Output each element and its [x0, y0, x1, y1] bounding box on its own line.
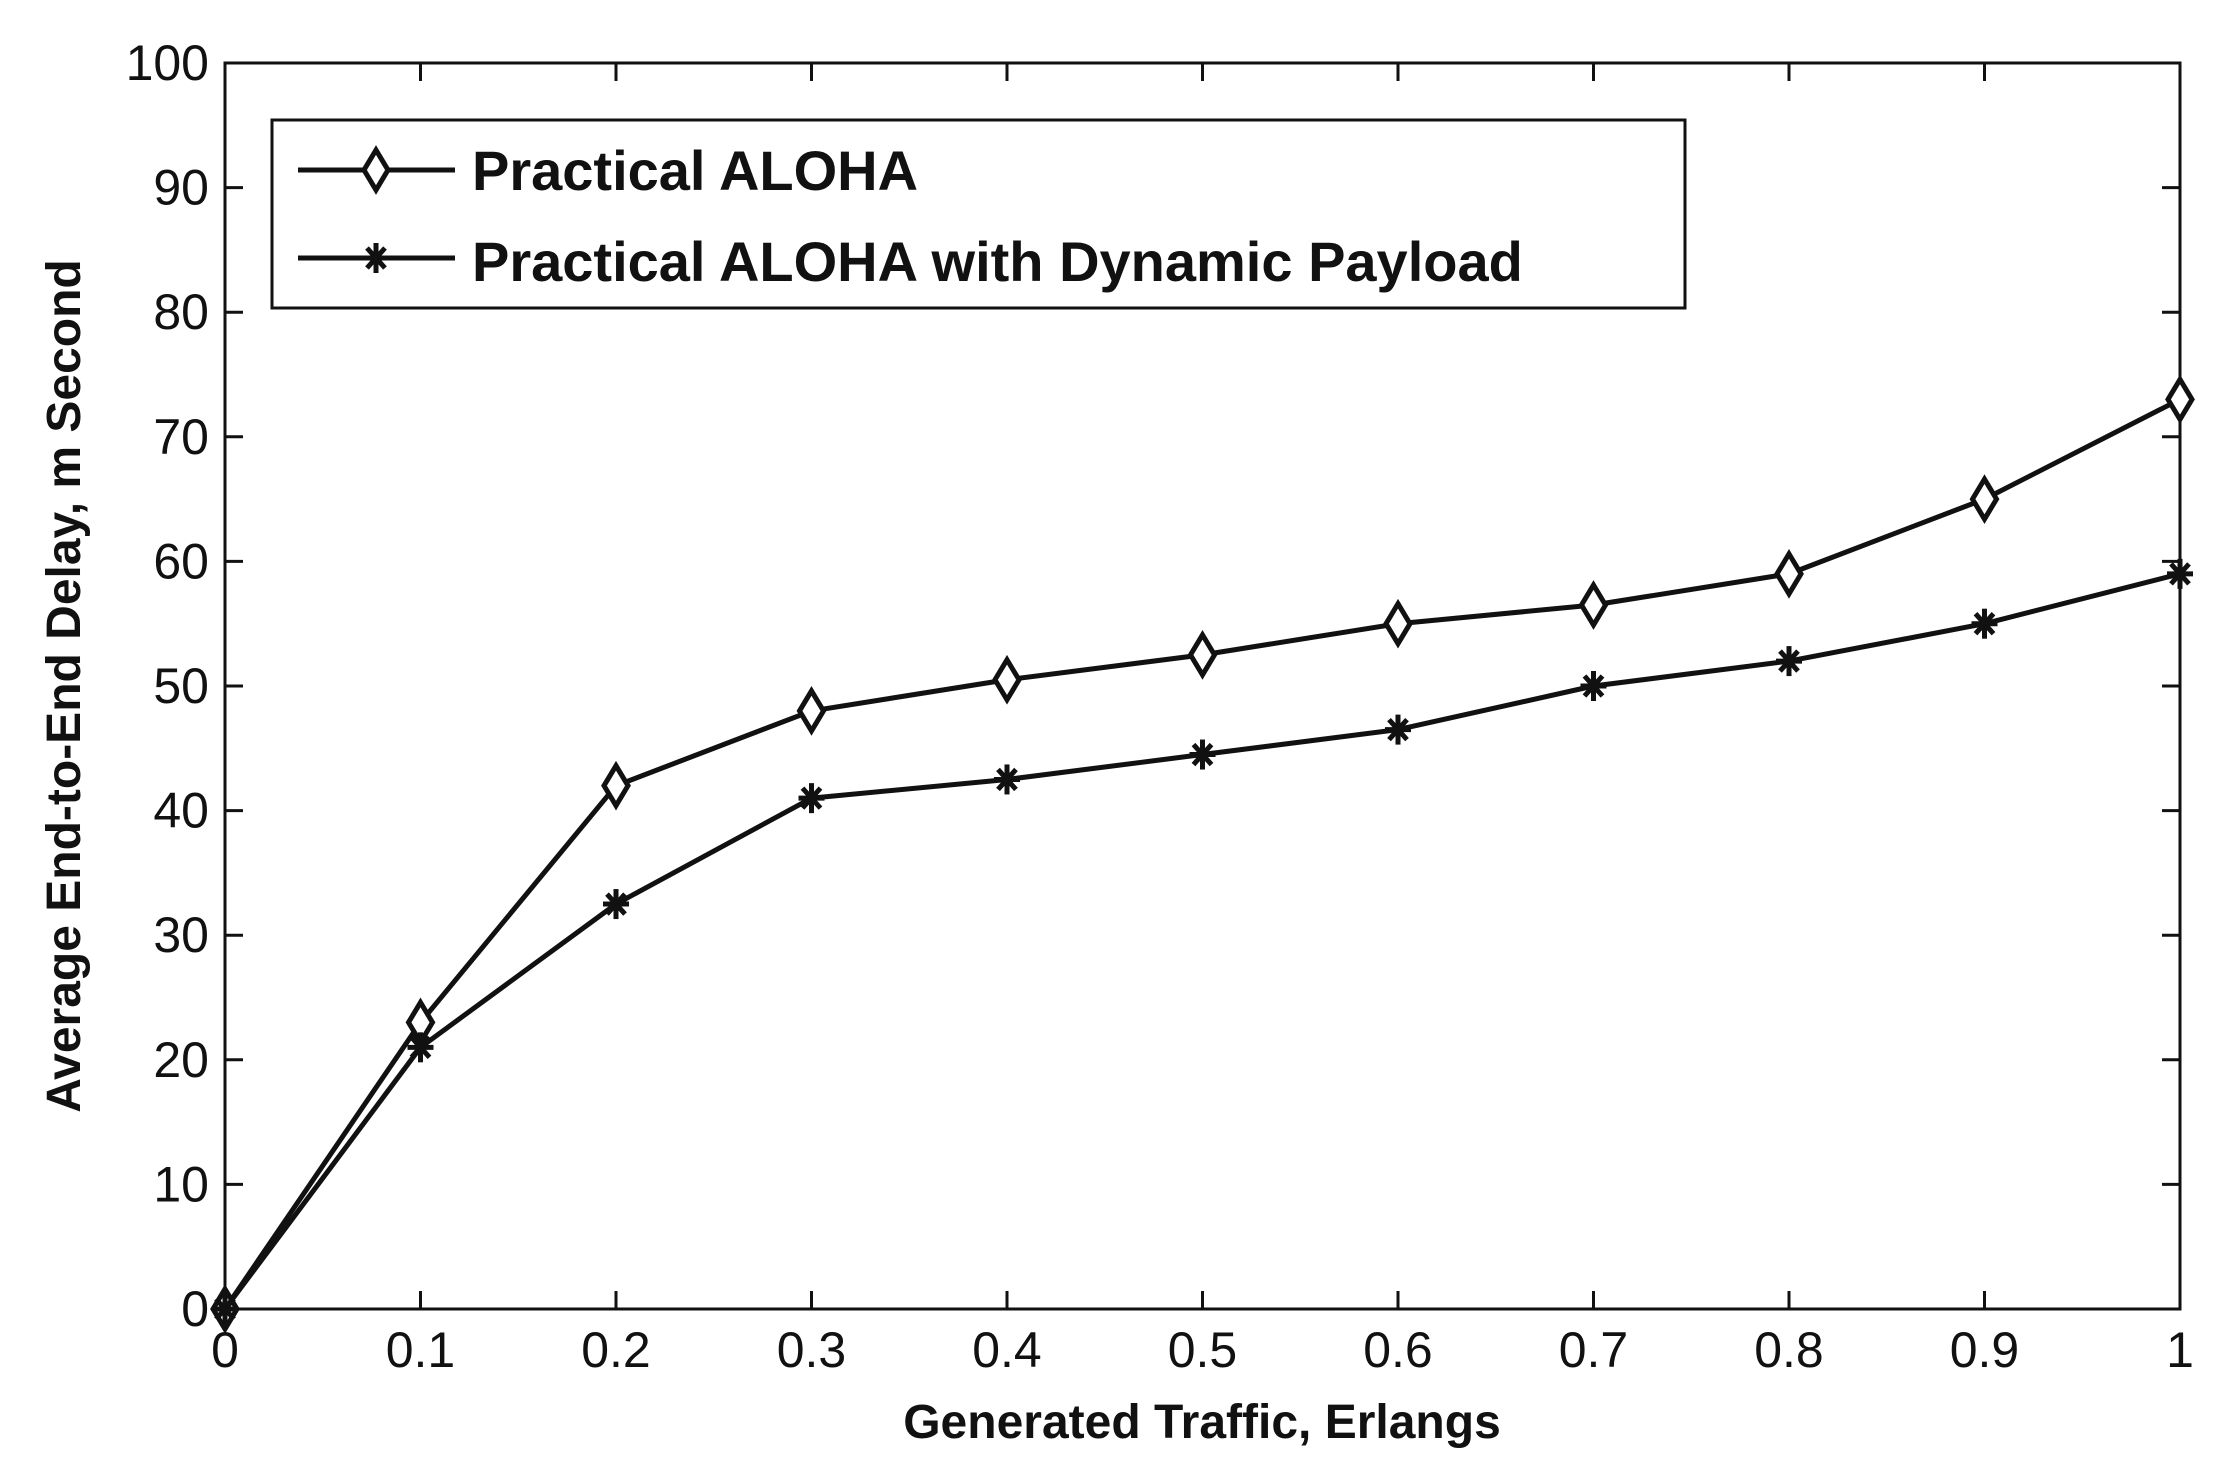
y-tick-label: 30	[153, 907, 209, 963]
y-tick-label: 100	[126, 35, 209, 91]
data-point-diamond	[1187, 629, 1218, 680]
x-tick-label: 1	[2166, 1322, 2194, 1378]
data-point-star	[603, 889, 629, 920]
y-tick-label: 50	[153, 658, 209, 714]
legend-marker-diamond	[361, 145, 391, 195]
series-layer	[210, 374, 2195, 1334]
data-point-star	[407, 1032, 434, 1063]
legend-label-dynamic-payload: Practical ALOHA with Dynamic Payload	[472, 230, 1523, 293]
data-point-diamond	[1383, 598, 1413, 649]
data-point-diamond	[2165, 374, 2195, 425]
y-tick-label: 60	[153, 533, 209, 589]
data-point-star	[2167, 558, 2193, 589]
x-tick-label: 0.8	[1754, 1322, 1824, 1378]
data-point-star	[798, 783, 825, 814]
legend-label-practical-aloha: Practical ALOHA	[472, 139, 918, 202]
data-point-diamond	[601, 760, 631, 811]
x-tick-label: 0.4	[972, 1322, 1042, 1378]
x-tick-label: 0.5	[1168, 1322, 1238, 1378]
y-tick-label: 40	[153, 783, 209, 839]
data-point-star	[1971, 608, 1998, 639]
data-point-star	[994, 764, 1020, 795]
x-axis-ticks: 0 0.1 0.2 0.3 0.4 0.5 0.6 0.7 0.8 0.9 1	[211, 63, 2194, 1378]
legend: Practical ALOHA Practical ALOHA with Dyn…	[270, 118, 1687, 310]
data-point-diamond	[1969, 474, 2000, 524]
x-tick-label: 0.6	[1363, 1322, 1433, 1378]
y-axis-ticks: 0 10 20 30 40 50 60 70 80 90 100	[126, 35, 2180, 1337]
series-line-1	[222, 571, 2181, 1311]
y-tick-label: 80	[153, 284, 209, 340]
x-tick-label: 0.3	[777, 1322, 847, 1378]
x-tick-label: 0.2	[581, 1322, 651, 1378]
series-line-0	[222, 397, 2182, 1311]
y-tick-label: 0	[181, 1281, 209, 1337]
data-point-diamond	[992, 654, 1022, 705]
y-tick-label: 90	[153, 160, 209, 216]
data-point-star	[1580, 671, 1607, 701]
x-tick-label: 0.1	[386, 1322, 456, 1378]
legend-sample-dynamic-payload	[298, 243, 455, 273]
x-axis-title: Generated Traffic, Erlangs	[903, 1396, 1501, 1449]
data-point-star	[212, 1294, 238, 1324]
data-point-star	[1776, 646, 1802, 677]
y-tick-label: 20	[153, 1032, 209, 1088]
y-tick-label: 70	[153, 409, 209, 465]
legend-marker-star	[363, 243, 389, 273]
legend-sample-practical-aloha	[298, 145, 455, 195]
data-point-star	[1385, 714, 1411, 745]
x-tick-label: 0.7	[1559, 1322, 1629, 1378]
data-point-diamond	[796, 686, 827, 736]
data-point-star	[1189, 739, 1216, 770]
y-tick-label: 10	[153, 1156, 209, 1212]
legend-box	[270, 118, 1687, 310]
x-tick-label: 0.9	[1950, 1322, 2020, 1378]
data-point-diamond	[1774, 549, 1804, 599]
data-point-diamond	[1578, 580, 1609, 630]
y-axis-title: Average End-to-End Delay, m Second	[38, 259, 91, 1113]
